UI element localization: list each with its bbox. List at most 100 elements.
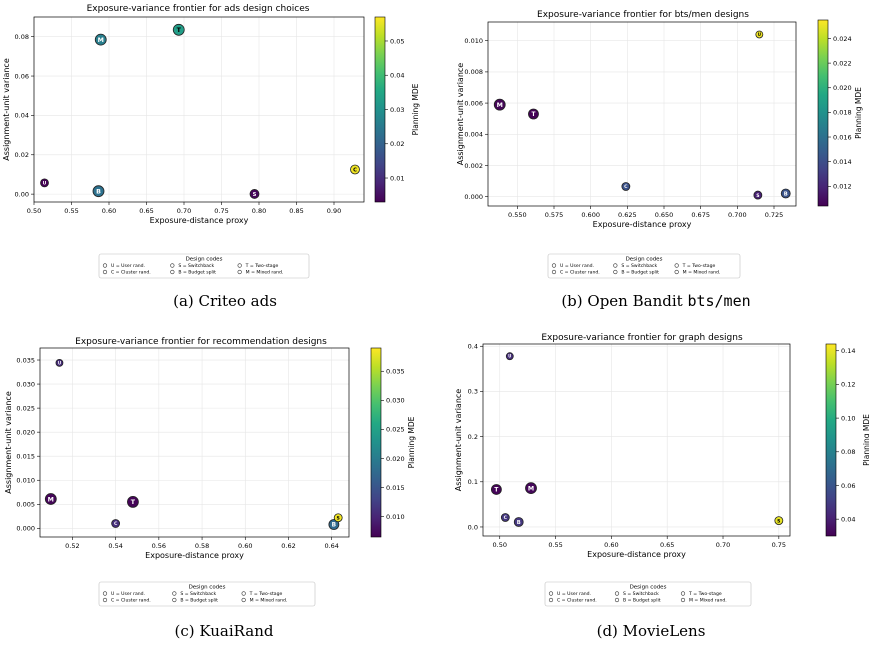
colorbar: 0.04 0.06 0.08 0.10 0.12 0.14 Planning MDE: [825, 343, 869, 537]
legend-entry: B = Budget split: [613, 270, 659, 276]
legend-marker: [614, 591, 620, 596]
legend-entry: C = Cluster rand.: [548, 598, 597, 604]
legend-box: [547, 253, 741, 279]
point-marker: [780, 188, 791, 199]
y-tick-label: 0.000: [16, 525, 35, 533]
data-point-u: U: [40, 178, 49, 188]
y-tick-label: 0.005: [16, 501, 35, 509]
panel-caption: (d) MovieLens: [597, 622, 706, 640]
legend-entry-label: M = Mixed rand.: [689, 598, 727, 604]
colorbar-gradient: [825, 343, 837, 537]
colorbar-tick-label: 0.05: [390, 37, 404, 45]
point-marker: [94, 33, 107, 46]
colorbar-tick-label: 0.018: [833, 109, 852, 117]
data-point-u: U: [55, 359, 64, 367]
chart-title: Exposure-variance frontier for ads desig…: [87, 4, 310, 14]
legend-marker: [548, 591, 554, 596]
axis-frame: [39, 347, 350, 538]
legend-marker: [102, 591, 108, 596]
legend-entry: S = Switchback: [170, 263, 214, 269]
point-marker: [333, 513, 343, 523]
y-tick-label: 0.06: [15, 72, 29, 80]
y-tick-label: 0.02: [15, 151, 29, 159]
x-tick-label: 0.70: [177, 207, 191, 215]
legend-entry-label: U = User rand.: [111, 263, 145, 269]
legend-entry-label: U = User rand.: [560, 263, 594, 269]
colorbar-tick-label: 0.016: [833, 133, 852, 141]
point-label: B: [517, 520, 521, 526]
legend-entry-label: C = Cluster rand.: [560, 270, 600, 276]
legend-entry-label: B = Budget split: [621, 270, 659, 276]
legend-entry: B = Budget split: [170, 270, 216, 276]
point-marker: [40, 178, 49, 188]
legend-marker: [680, 597, 686, 603]
x-tick-label: 0.60: [238, 542, 252, 550]
x-tick-label: 0.625: [618, 211, 637, 219]
point-label: T: [494, 488, 498, 494]
axis-frame: [487, 21, 797, 207]
colorbar-tick-label: 0.10: [841, 414, 855, 422]
data-point-t: T: [490, 484, 502, 495]
data-point-c: C: [621, 182, 631, 191]
y-axis-label: Assignment-unit variance: [456, 63, 465, 166]
legend-entry-label: C = Cluster rand.: [111, 598, 151, 604]
data-point-t: T: [172, 23, 185, 36]
legend-entry-label: U = User rand.: [557, 591, 591, 597]
colorbar-tick-label: 0.08: [841, 448, 855, 456]
colorbar-tick-label: 0.030: [386, 397, 405, 405]
legend-entry-label: T = Two-stage: [249, 591, 283, 597]
legend-marker: [172, 597, 177, 603]
y-tick-label: 0.010: [464, 37, 483, 45]
panel-caption: (b) Open Bandit bts/men: [561, 292, 750, 310]
colorbar-tick-label: 0.04: [390, 72, 404, 80]
panel-d: Exposure-variance frontier for graph des…: [454, 333, 869, 640]
chart-title: Exposure-variance frontier for graph des…: [541, 333, 743, 343]
colorbar-tick-label: 0.035: [386, 368, 405, 376]
legend-entry-label: S = Switchback: [178, 263, 214, 269]
x-tick-label: 0.50: [27, 207, 41, 215]
legend-entry: U = User rand.: [551, 263, 594, 269]
point-marker: [55, 359, 64, 367]
colorbar-tick-label: 0.014: [833, 158, 852, 166]
y-tick-label: 0.035: [16, 356, 35, 364]
axis-frame: [482, 343, 791, 537]
colorbar-label: Planning MDE: [407, 416, 416, 468]
x-axis-label: Exposure-distance proxy: [593, 220, 692, 229]
colorbar-tick-label: 0.03: [390, 106, 404, 114]
legend-entry: M = Mixed rand.: [241, 597, 287, 604]
point-label: B: [784, 191, 788, 197]
legend-entry-label: T = Two-stage: [682, 263, 716, 269]
legend-marker: [241, 591, 246, 596]
point-label: C: [353, 167, 357, 173]
legend-entry-label: B = Budget split: [180, 598, 218, 604]
data-point-s: S: [753, 190, 763, 200]
legend-title: Design codes: [630, 585, 667, 591]
legend-marker: [237, 269, 242, 275]
legend-marker: [613, 263, 618, 268]
legend-entry: T = Two-stage: [237, 263, 279, 269]
x-axis-label: Exposure-distance proxy: [145, 551, 244, 560]
x-tick-label: 0.55: [548, 541, 562, 549]
x-tick-label: 0.54: [108, 542, 122, 550]
point-label: U: [758, 32, 761, 37]
data-point-b: B: [513, 517, 524, 527]
legend-entry: T = Two-stage: [674, 263, 716, 269]
legend: Design codes U = User rand. S = Switchback…: [98, 581, 316, 607]
x-tick-label: 0.50: [493, 541, 507, 549]
legend-marker: [172, 591, 177, 596]
point-label: M: [497, 102, 503, 109]
data-point-c: C: [350, 164, 360, 175]
point-marker: [350, 164, 360, 175]
colorbar-gradient: [370, 347, 382, 538]
point-marker: [328, 519, 340, 530]
legend-entry: S = Switchback: [613, 263, 657, 269]
point-marker: [172, 23, 185, 36]
legend-marker: [102, 263, 108, 268]
point-marker: [249, 189, 260, 199]
point-marker: [500, 513, 510, 522]
legend: Design codes U = User rand. S = Switchback…: [547, 253, 741, 279]
legend-entry: T = Two-stage: [680, 591, 722, 597]
point-marker: [493, 98, 506, 111]
legend-marker: [241, 597, 246, 603]
